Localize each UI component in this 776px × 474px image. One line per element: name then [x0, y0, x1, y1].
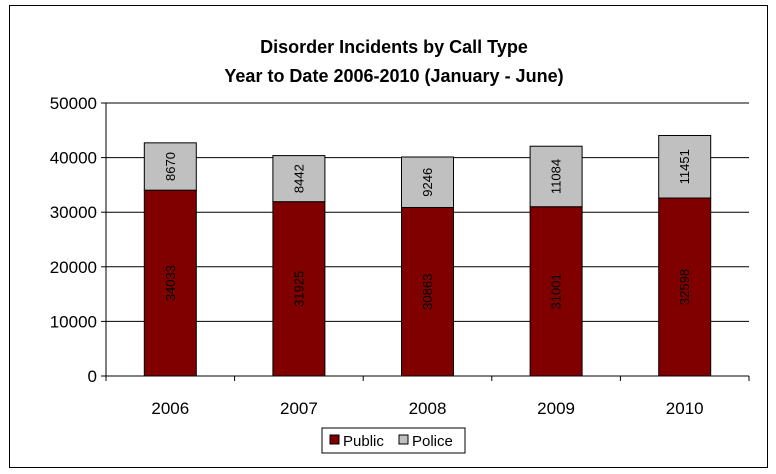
- x-tick-label: 2006: [151, 399, 189, 418]
- chart-frame: [9, 5, 768, 468]
- legend-swatch-police: [398, 434, 409, 445]
- legend-swatch-public: [329, 434, 340, 445]
- bar-police: [658, 134, 712, 199]
- chart-title: Disorder Incidents by Call Type: [260, 37, 528, 57]
- legend-label-public: Public: [343, 433, 384, 450]
- data-label: 32598: [677, 269, 692, 305]
- data-label: 30863: [420, 274, 435, 310]
- x-tick-label: 2008: [409, 399, 447, 418]
- y-tick-label: 40000: [50, 149, 97, 168]
- data-label: 8670: [163, 152, 178, 181]
- bar-police: [143, 142, 197, 191]
- data-label: 31001: [549, 273, 564, 309]
- x-tick-label: 2007: [280, 399, 318, 418]
- y-tick-label: 0: [88, 367, 97, 386]
- y-tick-label: 20000: [50, 258, 97, 277]
- bar-police: [529, 145, 583, 208]
- bar-police: [272, 155, 326, 203]
- data-label: 34033: [163, 265, 178, 301]
- bar-police: [401, 156, 454, 208]
- data-label: 31925: [291, 271, 306, 307]
- bar-public: [658, 197, 712, 377]
- y-tick-label: 10000: [50, 312, 97, 331]
- legend-box: [321, 427, 466, 454]
- bar-public: [529, 206, 583, 377]
- x-tick-label: 2010: [666, 399, 704, 418]
- y-tick-label: 50000: [50, 94, 97, 113]
- chart-subtitle: Year to Date 2006-2010 (January - June): [224, 66, 563, 86]
- x-tick-label: 2009: [537, 399, 575, 418]
- data-label: 9246: [420, 168, 435, 197]
- data-label: 11084: [549, 159, 564, 194]
- y-tick-label: 30000: [50, 203, 97, 222]
- data-label: 8442: [291, 164, 306, 193]
- legend-label-police: Police: [412, 433, 453, 450]
- legend: Public Police: [321, 427, 466, 454]
- data-label: 11451: [677, 149, 692, 184]
